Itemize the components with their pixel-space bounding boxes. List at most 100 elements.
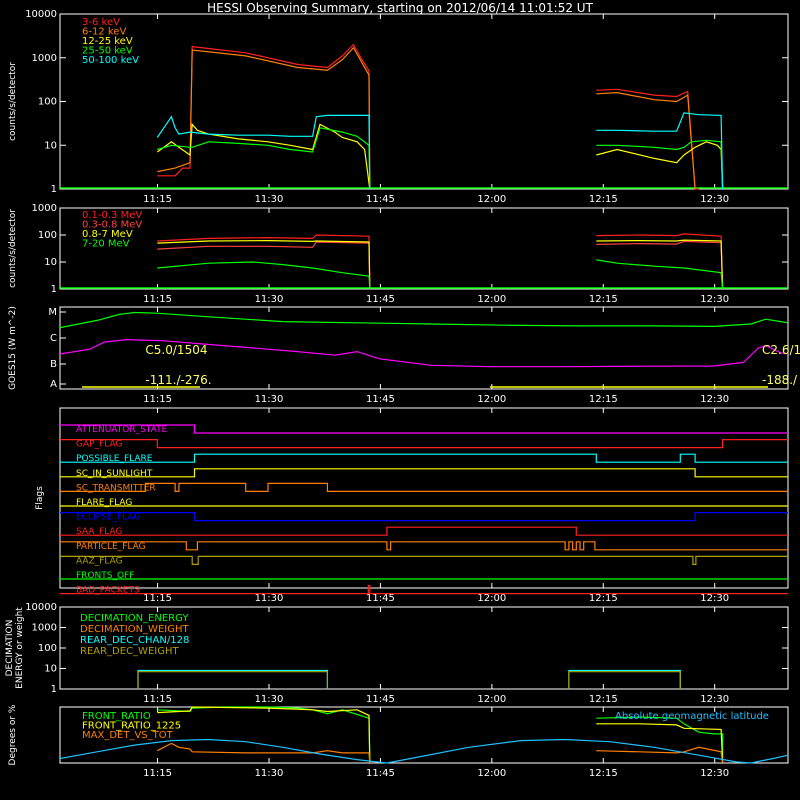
flag-line bbox=[60, 584, 788, 595]
y-axis-label: DECIMATION bbox=[5, 620, 15, 677]
y-tick-label: 1000 bbox=[32, 623, 57, 634]
flag-line bbox=[60, 453, 788, 463]
y-tick-label: 1 bbox=[51, 684, 57, 695]
time-tick-label: 12:00 bbox=[477, 294, 506, 305]
y-tick-label: 10000 bbox=[25, 9, 57, 20]
time-tick-label: 11:30 bbox=[255, 694, 284, 705]
y-tick-label: 1 bbox=[51, 284, 57, 295]
flag-label: PARTICLE_FLAG bbox=[76, 542, 146, 552]
y-tick-label: 100 bbox=[38, 643, 57, 654]
y-tick-label: 100 bbox=[38, 97, 57, 108]
flag-label: GAP_FLAG bbox=[76, 440, 122, 450]
series-line bbox=[568, 669, 681, 689]
legend-entry: DECIMATION_ENERGY bbox=[80, 613, 189, 624]
legend-entry: 0.3-0.8 MeV bbox=[82, 220, 142, 231]
series-line bbox=[157, 742, 371, 764]
time-tick-label: 11:15 bbox=[143, 768, 172, 779]
time-tick-label: 12:30 bbox=[700, 194, 729, 205]
time-tick-label: 11:15 bbox=[143, 394, 172, 405]
legend-entry: 3-6 keV bbox=[82, 17, 120, 28]
series-line bbox=[59, 311, 789, 329]
time-tick-label: 11:15 bbox=[143, 194, 172, 205]
flag-label: ATTENUATOR_STATE bbox=[76, 425, 168, 435]
series-line bbox=[157, 706, 371, 764]
legend-entry: 50-100 keV bbox=[82, 55, 139, 66]
flag-label: BAD_PACKETS bbox=[76, 586, 140, 596]
panel-decimation: 11:15 11:30 11:45 12:00 12:15 12:30 1 10 100 1000… bbox=[5, 602, 789, 705]
flag-line bbox=[60, 526, 788, 536]
time-tick-label: 12:00 bbox=[477, 768, 506, 779]
goes-annotation: C2.6/1 bbox=[762, 343, 800, 357]
series-line bbox=[596, 91, 696, 190]
y-tick-label: 10000 bbox=[25, 602, 57, 613]
time-tick-label: 12:30 bbox=[700, 294, 729, 305]
series-line bbox=[157, 43, 371, 190]
y-axis-label: counts/s/detector bbox=[8, 209, 18, 288]
panel-ratios: 11:15 11:30 11:45 12:00 12:15 12:30 Degrees or… bbox=[8, 704, 789, 779]
series-line bbox=[596, 723, 724, 764]
legend-entry: FRONT_RATIO bbox=[82, 711, 151, 722]
series-line bbox=[156, 122, 371, 190]
time-tick-label: 11:45 bbox=[366, 694, 395, 705]
flag-label: SC_IN_SUNLIGHT bbox=[76, 469, 153, 479]
panel-flags-frame bbox=[59, 407, 789, 589]
series-line bbox=[568, 671, 681, 689]
panel-flags: 11:15 11:30 11:45 12:00 12:15 12:30 Flags ATTEN… bbox=[35, 407, 789, 604]
series-line bbox=[596, 88, 699, 190]
legend-entry: 0.1-0.3 MeV bbox=[82, 210, 142, 221]
panel-high-energy: 11:15 11:30 11:45 12:00 12:15 12:30 1 10 100 1000… bbox=[8, 203, 789, 305]
series-line bbox=[596, 259, 724, 290]
y-tick-label: 10 bbox=[44, 140, 57, 151]
panel-count-rates: 11:15 11:30 11:45 12:00 12:15 12:30 1 10 100 1000… bbox=[8, 9, 789, 205]
time-tick-label: 12:00 bbox=[477, 194, 506, 205]
time-tick-label: 12:30 bbox=[700, 593, 729, 604]
flag-label: POSSIBLE_FLARE bbox=[76, 454, 153, 464]
legend-entry: 12-25 keV bbox=[82, 36, 133, 47]
time-tick-label: 11:30 bbox=[255, 768, 284, 779]
legend-entry: MAX_DET_VS_TOT bbox=[82, 730, 174, 741]
series-line bbox=[157, 234, 371, 290]
y-tick-label: 10 bbox=[44, 664, 57, 675]
series-line bbox=[157, 46, 371, 190]
goes-annotation: C5.0/1504 bbox=[145, 343, 207, 357]
series-line bbox=[596, 239, 724, 290]
flag-label: SC_TRANSMITTER bbox=[76, 483, 156, 493]
time-tick-label: 12:15 bbox=[589, 194, 618, 205]
flag-line bbox=[60, 511, 788, 522]
goes-annotation: -111./-276. bbox=[145, 373, 211, 387]
y-axis-label: counts/s/detector bbox=[8, 62, 18, 141]
y-tick-label: 1000 bbox=[32, 203, 57, 214]
legend-entry: 0.8-7 MeV bbox=[82, 229, 133, 240]
time-tick-label: 11:30 bbox=[255, 593, 284, 604]
legend-entry: 25-50 keV bbox=[82, 46, 133, 57]
series-line bbox=[157, 261, 371, 290]
y-tick-label: 10 bbox=[44, 257, 57, 268]
time-tick-label: 12:00 bbox=[477, 694, 506, 705]
series-line bbox=[137, 669, 328, 689]
y-tick-label: 1000 bbox=[32, 53, 57, 64]
time-tick-label: 12:30 bbox=[700, 768, 729, 779]
time-tick-label: 11:15 bbox=[143, 294, 172, 305]
y-tick-label: M bbox=[48, 307, 57, 318]
flag-line bbox=[60, 482, 788, 492]
y-tick-label: B bbox=[50, 359, 57, 370]
flag-label: SAA_FLAG bbox=[76, 527, 122, 537]
time-tick-label: 11:30 bbox=[255, 294, 284, 305]
flag-label: FLARE_FLAG bbox=[76, 498, 132, 508]
time-tick-label: 12:30 bbox=[700, 394, 729, 405]
time-tick-label: 12:15 bbox=[589, 593, 618, 604]
time-tick-label: 12:15 bbox=[589, 694, 618, 705]
y-axis-label: ENERGY or weight bbox=[15, 607, 25, 689]
series-line bbox=[596, 139, 724, 190]
legend-entry: REAR_DEC_CHAN/128 bbox=[80, 635, 189, 646]
flag-line bbox=[60, 424, 788, 434]
legend-entry: DECIMATION_WEIGHT bbox=[80, 624, 189, 635]
series-line bbox=[156, 114, 371, 190]
series-line bbox=[157, 239, 371, 290]
legend-entry: Absolute geomagnetic latitude bbox=[615, 711, 769, 722]
legend-entry: 6-12 keV bbox=[82, 27, 126, 38]
time-tick-label: 12:30 bbox=[700, 694, 729, 705]
series-line bbox=[596, 746, 724, 764]
series-line bbox=[157, 706, 371, 764]
